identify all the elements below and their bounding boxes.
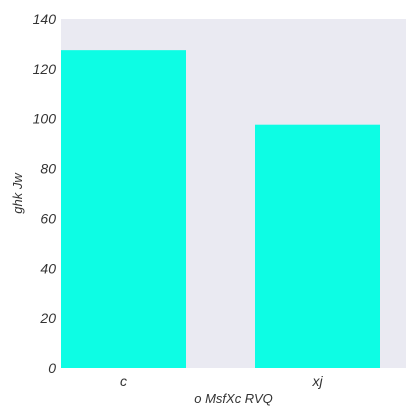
y-tick-label: 60 [40, 210, 56, 226]
y-tick-label: 0 [48, 360, 56, 376]
y-tick-label: 100 [33, 111, 57, 127]
x-tick-labels: c xj [120, 373, 323, 389]
y-axis-label: ghk Jw [10, 172, 25, 214]
bars-group [61, 50, 380, 369]
y-tick-labels: 0 20 40 60 80 100 120 140 [33, 11, 57, 376]
y-tick-label: 120 [33, 61, 57, 77]
bar-c [61, 50, 186, 369]
y-tick-label: 140 [33, 11, 57, 27]
x-tick-label: c [120, 373, 127, 389]
y-tick-label: 40 [40, 260, 56, 276]
x-tick-label: xj [311, 373, 323, 389]
x-axis-label: o MsfXc RVQ [194, 391, 273, 406]
y-tick-label: 20 [39, 310, 56, 326]
bar-xj [255, 124, 380, 368]
y-tick-label: 80 [40, 161, 56, 177]
